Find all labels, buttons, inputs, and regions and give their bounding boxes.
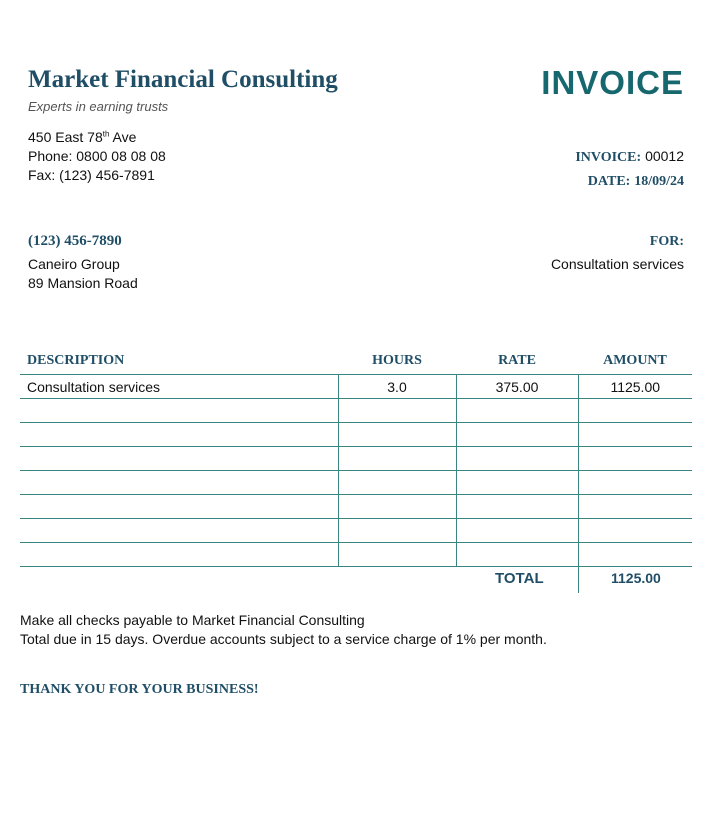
document-title: INVOICE <box>541 64 684 101</box>
invoice-number-line: INVOICE: 00012 <box>575 148 684 166</box>
invoice-number-value: 00012 <box>645 148 684 164</box>
cell-hours: 3.0 <box>337 374 456 399</box>
table-row <box>20 518 692 543</box>
sender-address: 450 East 78th Ave <box>28 129 136 145</box>
table-row <box>20 446 692 471</box>
cell-description <box>20 398 338 423</box>
sender-address-ordinal: th <box>102 129 110 139</box>
table-row: Consultation services 3.0 375.00 1125.00 <box>20 374 692 399</box>
cell-amount <box>577 518 692 543</box>
column-header-amount: AMOUNT <box>578 342 692 375</box>
invoice-number-label: INVOICE: <box>575 150 642 165</box>
cell-amount <box>577 470 692 495</box>
cell-hours <box>337 422 456 447</box>
table-row <box>20 398 692 423</box>
table-row <box>20 470 692 495</box>
cell-amount <box>577 446 692 471</box>
sender-phone: Phone: 0800 08 08 08 <box>28 148 166 164</box>
cell-amount: 1125.00 <box>577 374 692 399</box>
table-header-row: DESCRIPTION HOURS RATE AMOUNT <box>20 342 692 375</box>
invoice-date-label: DATE: <box>587 174 631 189</box>
cell-description <box>20 470 338 495</box>
cell-rate <box>455 494 578 519</box>
cell-rate: 375.00 <box>455 374 578 399</box>
cell-description <box>20 494 338 519</box>
line-items-table: DESCRIPTION HOURS RATE AMOUNT Consultati… <box>20 342 692 567</box>
column-header-rate: RATE <box>456 342 578 375</box>
sender-address-prefix: 450 East 78 <box>28 129 103 145</box>
company-name: Market Financial Consulting <box>28 66 338 93</box>
cell-amount <box>577 398 692 423</box>
invoice-date-value: 18/09/24 <box>634 174 684 189</box>
sender-fax: Fax: (123) 456-7891 <box>28 167 155 183</box>
company-tagline: Experts in earning trusts <box>28 99 169 114</box>
cell-description <box>20 542 338 567</box>
cell-amount <box>577 422 692 447</box>
total-divider <box>578 566 579 593</box>
cell-amount <box>577 542 692 567</box>
table-row <box>20 422 692 447</box>
terms-note: Total due in 15 days. Overdue accounts s… <box>20 631 547 647</box>
cell-rate <box>455 422 578 447</box>
total-label: TOTAL <box>495 570 544 587</box>
for-label: FOR: <box>649 234 684 249</box>
column-header-hours: HOURS <box>338 342 456 375</box>
cell-rate <box>455 470 578 495</box>
client-phone: (123) 456-7890 <box>28 233 122 249</box>
cell-hours <box>337 494 456 519</box>
invoice-date-line: DATE: 18/09/24 <box>588 172 684 190</box>
for-value: Consultation services <box>550 256 684 272</box>
cell-description <box>20 422 338 447</box>
payment-note: Make all checks payable to Market Financ… <box>20 612 365 628</box>
client-name: Caneiro Group <box>28 256 120 272</box>
cell-description <box>20 518 338 543</box>
cell-rate <box>455 446 578 471</box>
cell-rate <box>455 518 578 543</box>
cell-hours <box>337 542 456 567</box>
cell-hours <box>337 446 456 471</box>
sender-address-suffix: Ave <box>109 129 137 145</box>
client-address: 89 Mansion Road <box>28 275 138 291</box>
thank-you-message: THANK YOU FOR YOUR BUSINESS! <box>20 682 259 697</box>
cell-description: Consultation services <box>20 374 338 399</box>
column-header-description: DESCRIPTION <box>20 342 338 375</box>
cell-description <box>20 446 338 471</box>
cell-rate <box>455 542 578 567</box>
table-row <box>20 542 692 567</box>
cell-hours <box>337 398 456 423</box>
table-row <box>20 494 692 519</box>
cell-amount <box>577 494 692 519</box>
cell-hours <box>337 470 456 495</box>
cell-rate <box>455 398 578 423</box>
total-value: 1125.00 <box>611 570 661 586</box>
cell-hours <box>337 518 456 543</box>
